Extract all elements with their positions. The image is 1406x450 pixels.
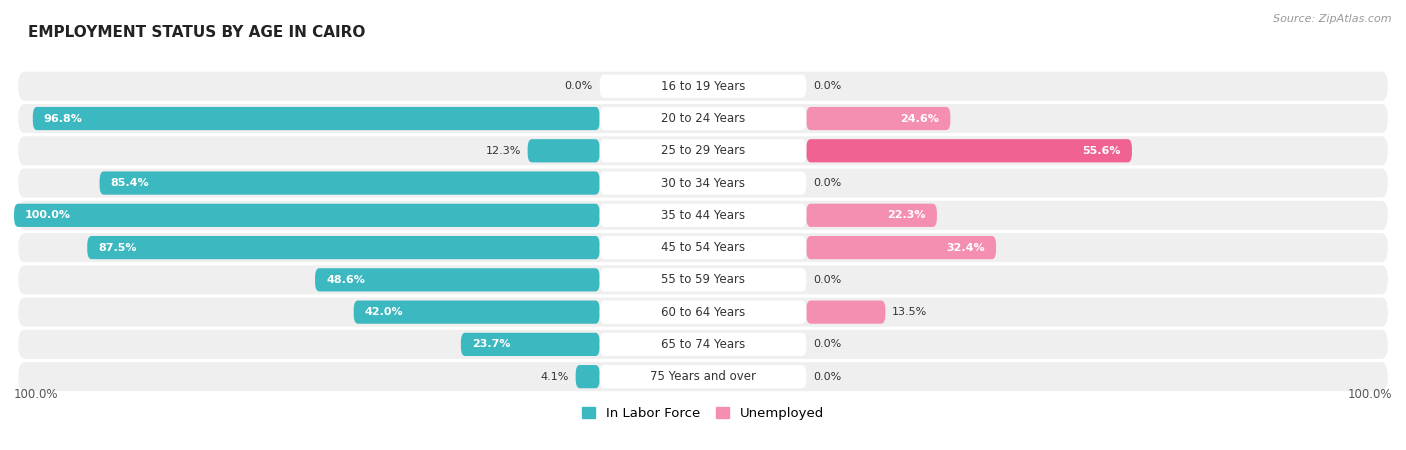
FancyBboxPatch shape: [18, 169, 1388, 198]
Text: 13.5%: 13.5%: [893, 307, 928, 317]
Text: 25 to 29 Years: 25 to 29 Years: [661, 144, 745, 158]
Text: 96.8%: 96.8%: [44, 113, 83, 124]
FancyBboxPatch shape: [599, 236, 807, 259]
Text: 35 to 44 Years: 35 to 44 Years: [661, 209, 745, 222]
Text: 32.4%: 32.4%: [946, 243, 986, 252]
FancyBboxPatch shape: [599, 139, 807, 162]
FancyBboxPatch shape: [807, 236, 995, 259]
FancyBboxPatch shape: [18, 201, 1388, 230]
FancyBboxPatch shape: [599, 268, 807, 292]
FancyBboxPatch shape: [14, 204, 599, 227]
Text: 55.6%: 55.6%: [1083, 146, 1121, 156]
Text: 65 to 74 Years: 65 to 74 Years: [661, 338, 745, 351]
Text: Source: ZipAtlas.com: Source: ZipAtlas.com: [1274, 14, 1392, 23]
Text: 24.6%: 24.6%: [900, 113, 939, 124]
FancyBboxPatch shape: [87, 236, 599, 259]
Text: 0.0%: 0.0%: [813, 275, 841, 285]
FancyBboxPatch shape: [807, 301, 886, 324]
Text: 12.3%: 12.3%: [485, 146, 520, 156]
Text: 100.0%: 100.0%: [1347, 388, 1392, 401]
FancyBboxPatch shape: [18, 362, 1388, 391]
Text: 48.6%: 48.6%: [326, 275, 366, 285]
FancyBboxPatch shape: [599, 75, 807, 98]
FancyBboxPatch shape: [599, 171, 807, 195]
FancyBboxPatch shape: [575, 365, 599, 388]
Text: 4.1%: 4.1%: [540, 372, 569, 382]
Text: 22.3%: 22.3%: [887, 210, 927, 220]
FancyBboxPatch shape: [599, 107, 807, 130]
Text: 0.0%: 0.0%: [813, 178, 841, 188]
FancyBboxPatch shape: [315, 268, 599, 292]
FancyBboxPatch shape: [18, 297, 1388, 327]
Text: 30 to 34 Years: 30 to 34 Years: [661, 176, 745, 189]
Text: 20 to 24 Years: 20 to 24 Years: [661, 112, 745, 125]
Legend: In Labor Force, Unemployed: In Labor Force, Unemployed: [582, 407, 824, 420]
Text: 100.0%: 100.0%: [14, 388, 59, 401]
Text: 0.0%: 0.0%: [565, 81, 593, 91]
FancyBboxPatch shape: [807, 139, 1132, 162]
Text: 0.0%: 0.0%: [813, 372, 841, 382]
Text: EMPLOYMENT STATUS BY AGE IN CAIRO: EMPLOYMENT STATUS BY AGE IN CAIRO: [28, 25, 366, 40]
FancyBboxPatch shape: [807, 204, 936, 227]
FancyBboxPatch shape: [807, 107, 950, 130]
FancyBboxPatch shape: [354, 301, 599, 324]
FancyBboxPatch shape: [18, 330, 1388, 359]
Text: 23.7%: 23.7%: [472, 339, 510, 349]
Text: 42.0%: 42.0%: [364, 307, 404, 317]
Text: 87.5%: 87.5%: [98, 243, 136, 252]
Text: 45 to 54 Years: 45 to 54 Years: [661, 241, 745, 254]
FancyBboxPatch shape: [18, 266, 1388, 294]
FancyBboxPatch shape: [599, 204, 807, 227]
FancyBboxPatch shape: [599, 365, 807, 388]
Text: 60 to 64 Years: 60 to 64 Years: [661, 306, 745, 319]
Text: 55 to 59 Years: 55 to 59 Years: [661, 273, 745, 286]
FancyBboxPatch shape: [18, 233, 1388, 262]
FancyBboxPatch shape: [100, 171, 599, 195]
Text: 0.0%: 0.0%: [813, 81, 841, 91]
Text: 85.4%: 85.4%: [111, 178, 149, 188]
Text: 75 Years and over: 75 Years and over: [650, 370, 756, 383]
FancyBboxPatch shape: [18, 104, 1388, 133]
FancyBboxPatch shape: [599, 333, 807, 356]
FancyBboxPatch shape: [32, 107, 599, 130]
FancyBboxPatch shape: [18, 136, 1388, 165]
FancyBboxPatch shape: [527, 139, 599, 162]
Text: 16 to 19 Years: 16 to 19 Years: [661, 80, 745, 93]
FancyBboxPatch shape: [461, 333, 599, 356]
Text: 0.0%: 0.0%: [813, 339, 841, 349]
FancyBboxPatch shape: [18, 72, 1388, 101]
FancyBboxPatch shape: [599, 301, 807, 324]
Text: 100.0%: 100.0%: [25, 210, 72, 220]
